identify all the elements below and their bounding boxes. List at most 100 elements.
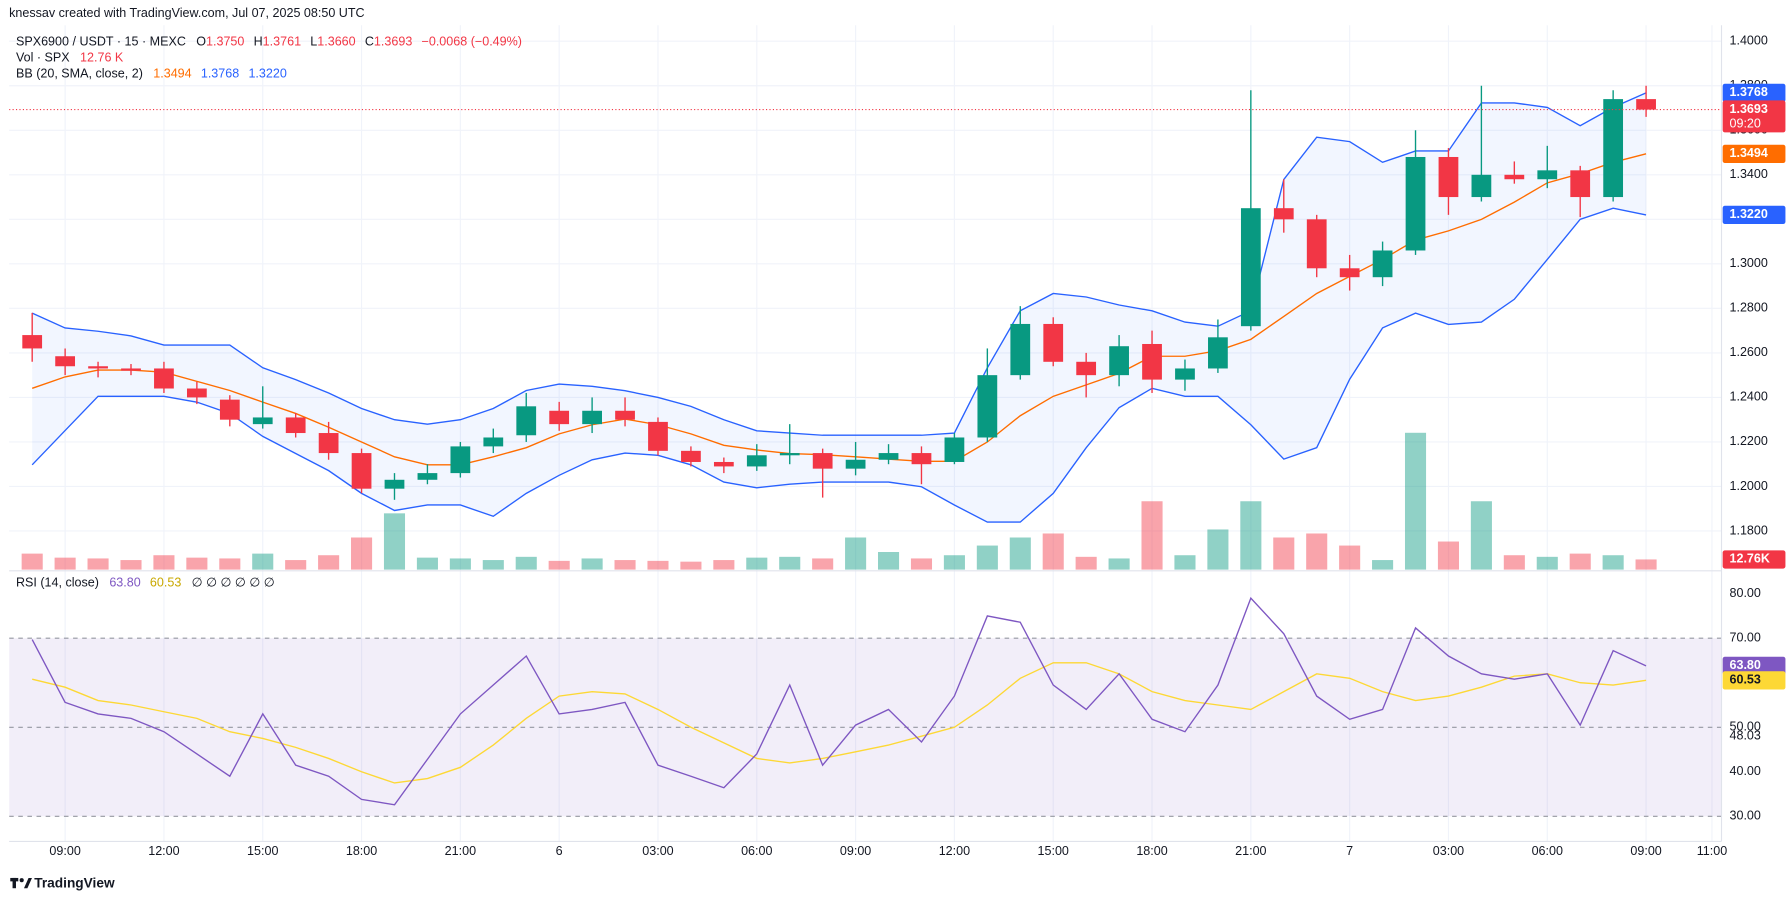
brand: TradingView [34,875,115,890]
volume-bar [1141,501,1163,570]
price-badge [1722,100,1786,133]
volume-bar [581,558,603,570]
credit: knessav created with TradingView.com, Ju… [9,6,364,20]
candle-body [351,453,372,489]
candle-body [1240,208,1261,327]
volume-bar [1503,555,1525,570]
candle-body [186,388,207,398]
logo-shape [23,877,32,889]
candle-body [779,453,800,456]
candle-body [1043,323,1064,362]
volume-bar [1536,556,1558,570]
volume-bar [1009,537,1031,570]
price-badge [1722,144,1786,163]
volume-bar [614,560,636,570]
bb-upper [31,92,1647,436]
volume-bar [21,553,43,570]
x-tick-label: 06:00 [741,844,772,858]
candle-body [878,453,899,460]
badge-label: 12.76K [1729,552,1769,566]
ohlc-key: L [310,35,317,49]
y-tick-label: 1.1800 [1729,523,1767,537]
candle-body [713,461,734,467]
candle-body [1471,174,1492,198]
rsi-legend: RSI (14, close) 63.80 60.53 ∅ ∅ ∅ ∅ ∅ ∅ [16,576,275,590]
candle-body [1306,219,1327,269]
rsi-ma-line [32,662,1647,784]
logo-shape [12,877,16,889]
candle-body [1208,337,1228,369]
candle-body [88,366,108,369]
ohlc-key: C [365,35,374,49]
candle-body [450,446,471,474]
volume-bar [1207,529,1229,570]
candle-body [1405,156,1426,251]
volume-bar [351,537,373,570]
volume-bar [54,557,76,570]
candle-body [1504,174,1525,180]
volume-bar [1075,556,1097,570]
volume-bar [219,558,241,570]
candle-body [582,410,602,425]
y-tick-label: 1.3400 [1729,167,1767,181]
candle-body [1142,343,1162,380]
rsi-tick-label: 30.00 [1729,809,1760,823]
volume-bar [1569,553,1591,570]
volume-bar [976,545,998,570]
candle-body [1636,99,1656,110]
candle-body [1537,170,1558,180]
indicator-value: 1.3220 [248,67,286,81]
volume-bar [1470,501,1492,570]
volume-bar [449,558,471,570]
volume-bar [877,552,900,570]
indicator-name: Vol · SPX [16,51,70,65]
volume-bar [1042,533,1064,570]
badge-label: 63.80 [1729,658,1760,672]
candle-body [483,437,504,447]
indicator-name: BB (20, SMA, close, 2) [16,67,143,81]
indicator-value: 1.3494 [153,67,191,81]
volume-bar [812,558,834,570]
candle-body [55,356,76,367]
candle-body [318,433,339,454]
price-badge [1722,550,1786,569]
volume-bar [1306,533,1328,570]
rsi-marker-label: 48.03 [1729,728,1760,742]
candle-body [845,459,866,469]
badge-label: 1.3220 [1729,207,1767,221]
brand-logo: TradingView [10,875,115,890]
volume-bar [383,513,406,570]
indicator-value: 12.76 K [80,51,124,65]
volume-bar [943,555,965,570]
y-tick-label: 1.2200 [1729,434,1767,448]
symbol-legend: SPX6900 / USDT · 15 · MEXC O1.3750 H1.37… [16,35,522,49]
rsi-tick-label: 40.00 [1729,764,1760,778]
candle-body [977,375,998,438]
ohlc-key: H [254,35,263,49]
rsi-pane [9,596,1722,817]
ohlc-value: 1.3660 [317,35,355,49]
symbol: SPX6900 / USDT · 15 · MEXC [16,35,186,49]
y-tick-label: 1.3000 [1729,256,1767,270]
price-pane [9,85,1722,570]
volume-bar [1372,560,1394,570]
candle-body [812,453,833,469]
candle-body [648,421,668,451]
volume-bar [680,561,702,570]
rsi-tick-label: 70.00 [1729,631,1760,645]
volume-bar [153,555,175,570]
candle-body [219,399,240,420]
y-tick-label: 1.2400 [1729,390,1767,404]
y-tick-label: 1.2800 [1729,301,1767,315]
indicator-name: RSI (14, close) [16,576,99,590]
rsi-line [31,596,1647,806]
volume-bar [1108,558,1130,570]
candle-body [1076,361,1097,376]
candle-body [1109,346,1129,376]
volume-bar [548,560,570,570]
candle-body [1603,99,1624,198]
indicator-value: 60.53 [150,576,181,590]
ohlc-value: 1.3761 [263,35,301,49]
